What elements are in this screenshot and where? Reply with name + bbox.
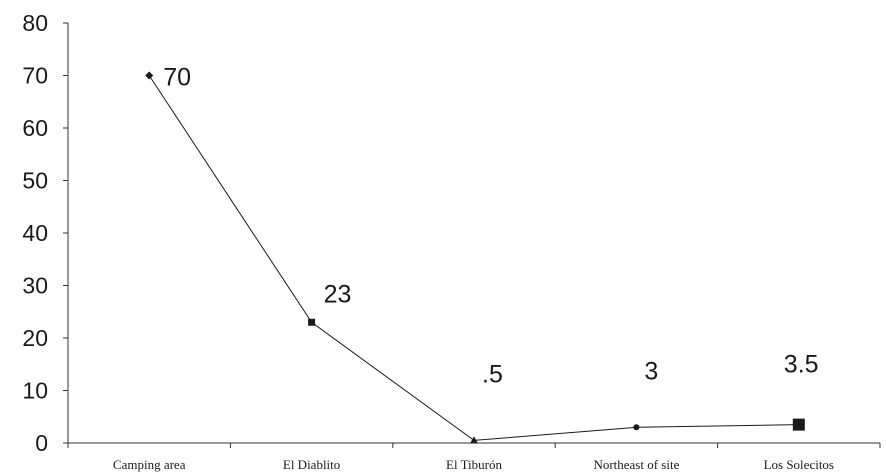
- x-tick-label: El Tiburón: [446, 457, 502, 472]
- data-point-circle: [633, 424, 640, 431]
- x-tick-label: Camping area: [113, 457, 186, 472]
- y-tick-label: 10: [22, 378, 48, 404]
- x-tick-label: Northeast of site: [593, 457, 679, 472]
- data-label: 3.5: [784, 351, 819, 379]
- y-tick-label: 30: [22, 273, 48, 299]
- data-label: 23: [324, 280, 352, 308]
- y-tick-label: 20: [22, 325, 48, 351]
- y-tick-label: 50: [22, 168, 48, 194]
- x-tick-label: El Diablito: [283, 457, 340, 472]
- data-point-triangle: [470, 436, 478, 444]
- data-labels: 70 23 .5 3 3.5: [163, 64, 818, 389]
- y-tick-label: 80: [22, 10, 48, 36]
- data-point-square: [792, 418, 805, 431]
- data-label: .5: [482, 360, 503, 388]
- y-tick-label: 60: [22, 115, 48, 141]
- x-tick-label: Los Solecitos: [764, 457, 834, 472]
- y-axis-ticks: 0 10 20 30 40 50 60 70 80: [22, 10, 68, 456]
- y-tick-label: 70: [22, 63, 48, 89]
- data-markers: [145, 71, 805, 444]
- data-label: 3: [644, 357, 658, 385]
- data-label: 70: [163, 64, 191, 92]
- x-axis-ticks: Camping area El Diablito El Tiburón Northea…: [67, 443, 881, 472]
- y-tick-label: 40: [22, 220, 48, 246]
- y-tick-label: 0: [35, 430, 48, 456]
- data-point-square: [308, 318, 316, 326]
- data-point-diamond: [145, 71, 154, 80]
- series-line: [148, 75, 799, 441]
